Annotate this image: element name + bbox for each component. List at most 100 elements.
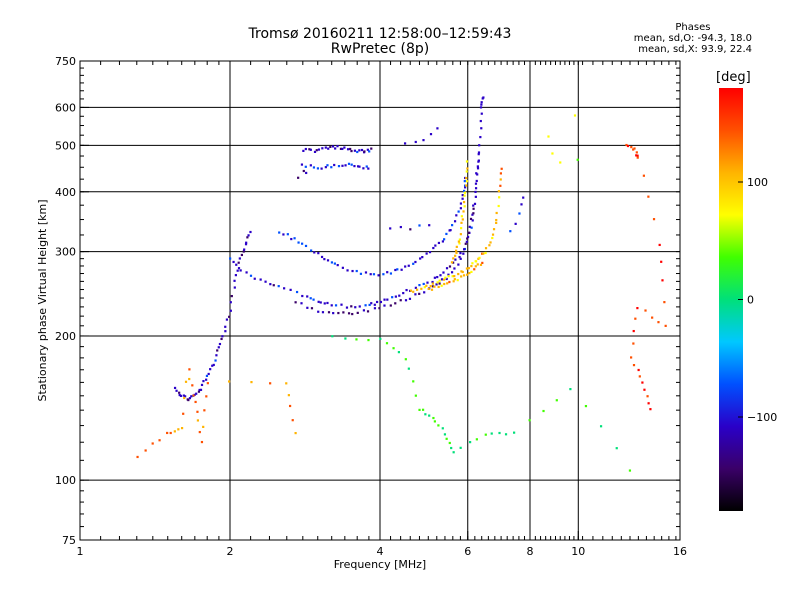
data-point [462, 248, 466, 251]
data-point [321, 147, 324, 150]
data-point [347, 162, 351, 165]
data-point [499, 184, 502, 187]
data-point [414, 293, 417, 296]
x-tick-label: 8 [527, 545, 534, 558]
data-point [504, 433, 508, 436]
data-point [599, 425, 603, 428]
data-point [478, 144, 481, 147]
data-point [643, 388, 646, 391]
data-point [230, 294, 233, 298]
trace-f2-echo-430-km [297, 169, 308, 179]
data-point [657, 321, 660, 324]
data-point [242, 250, 245, 253]
data-point [495, 221, 498, 225]
data-point [436, 127, 439, 130]
data-point [445, 437, 448, 440]
data-point [360, 148, 364, 152]
data-point [359, 272, 363, 275]
colorbar-tick-label: −100 [747, 411, 777, 424]
data-point [297, 176, 300, 179]
data-point [455, 249, 458, 252]
data-point [423, 291, 426, 294]
data-point [478, 256, 481, 259]
chart-title: Tromsø 20160211 12:58:00–12:59:43 [248, 26, 512, 42]
trace-f2-echo-480-500-km [302, 145, 373, 154]
data-point [202, 425, 205, 429]
data-point [315, 149, 318, 152]
data-point [432, 416, 435, 420]
data-point [269, 382, 272, 385]
data-point [459, 233, 462, 236]
chart-subtitle: RwPretec (8p) [330, 41, 430, 57]
data-point [367, 167, 370, 170]
data-point [434, 244, 437, 247]
data-point [422, 282, 425, 286]
data-point [479, 119, 482, 123]
data-point [195, 392, 198, 395]
data-point [294, 431, 297, 435]
data-point [437, 285, 440, 289]
data-point [206, 382, 209, 385]
data-point [427, 287, 430, 291]
data-point [334, 304, 338, 307]
data-point [377, 274, 380, 277]
data-point [370, 147, 373, 150]
data-point [386, 298, 389, 301]
data-point [464, 186, 467, 189]
data-point [355, 269, 358, 273]
data-point [658, 243, 661, 247]
data-point [476, 263, 479, 266]
y-tick-label: 750 [55, 55, 76, 68]
data-point [329, 145, 332, 148]
y-axis-label: Stationary phase Virtual Height [km] [36, 199, 49, 401]
data-point [569, 388, 572, 391]
data-point [336, 264, 339, 267]
x-tick-label: 4 [377, 545, 384, 558]
data-point [253, 277, 256, 280]
data-point [229, 257, 232, 260]
data-point [246, 236, 249, 239]
data-point [497, 190, 500, 193]
data-point [351, 312, 354, 316]
data-point [647, 195, 650, 198]
data-point [224, 330, 227, 333]
data-point [355, 338, 358, 341]
data-point [573, 114, 577, 117]
data-point [632, 329, 635, 333]
data-point [379, 337, 382, 340]
data-point [528, 419, 531, 422]
data-point [290, 237, 293, 241]
data-point [428, 414, 431, 417]
data-point [356, 165, 360, 168]
data-point [173, 430, 176, 433]
trace-o-mode-upper-trace [278, 176, 467, 277]
data-point [408, 297, 412, 300]
data-point [421, 408, 425, 411]
data-point [454, 258, 457, 261]
data-point [364, 304, 367, 307]
data-point [342, 311, 345, 314]
data-point [289, 288, 292, 291]
data-point [229, 309, 232, 312]
data-point [389, 227, 392, 230]
data-point [398, 294, 401, 297]
data-point [459, 251, 462, 255]
data-point [467, 267, 470, 270]
data-point [445, 277, 448, 281]
data-point [353, 149, 357, 152]
data-point [465, 177, 468, 180]
phase-o-stats: mean, sd,O: -94.3, 18.0 [633, 33, 752, 44]
data-point [244, 243, 248, 246]
data-point [211, 364, 214, 367]
data-point [366, 310, 370, 313]
trace-upper-echoes-520-km [403, 127, 439, 145]
data-point [317, 300, 320, 303]
data-point [182, 412, 185, 415]
data-point [551, 152, 554, 155]
data-point [457, 240, 460, 243]
data-point [394, 268, 397, 272]
data-point [310, 307, 314, 310]
data-point [414, 140, 417, 144]
data-point [476, 165, 479, 168]
